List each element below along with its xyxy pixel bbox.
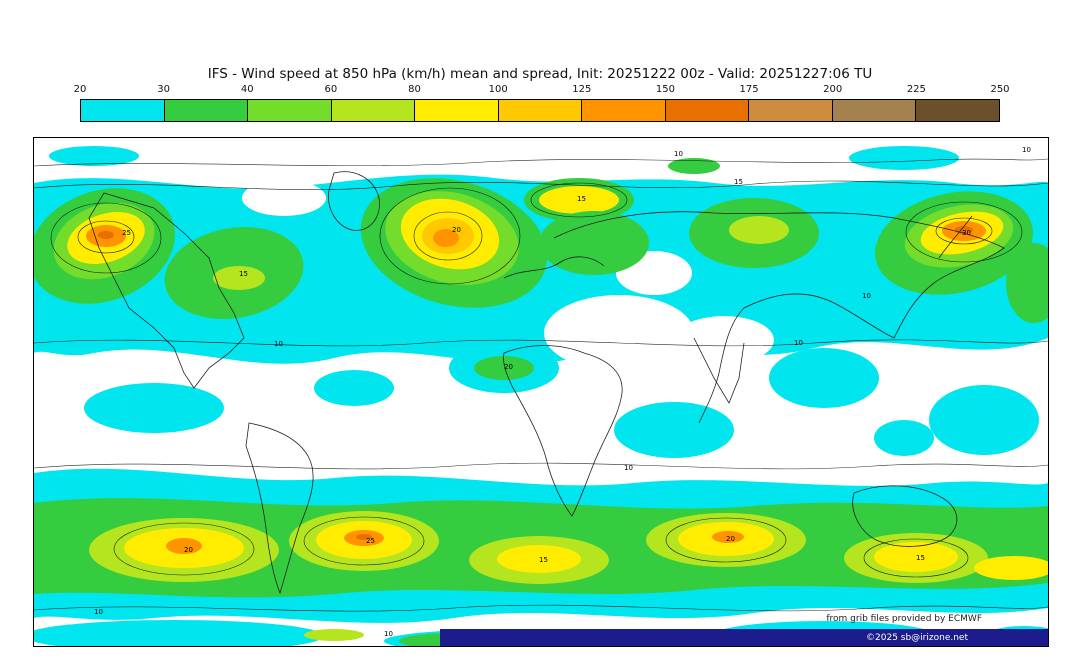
colorbar-tick-label: 100 <box>488 84 508 95</box>
contour-label: 10 <box>862 292 871 300</box>
contour-label: 20 <box>504 363 513 371</box>
contour-label: 10 <box>624 464 633 472</box>
wind-field-layer <box>34 146 1048 646</box>
colorbar-segment <box>665 100 750 121</box>
world-map-frame: 10 10 25 30 20 15 10 15 20 25 20 15 10 15 10 10 20 10 15 10… <box>33 137 1049 647</box>
copyright-text: ©2025 sb@irizone.net <box>866 632 968 643</box>
colorbar-tick-label: 175 <box>739 84 759 95</box>
contour-label: 20 <box>452 226 461 234</box>
isotach-layer <box>34 158 1048 612</box>
colorbar-tick-label: 200 <box>823 84 843 95</box>
colorbar-tick-label: 125 <box>572 84 592 95</box>
contour-label: 10 <box>1022 146 1031 154</box>
colorbar-segment <box>582 100 666 121</box>
colorbar-ticks: 20 30 40 60 80 100 125 150 175 200 225 250 <box>74 84 1010 96</box>
colorbar-tick-label: 225 <box>906 84 926 95</box>
data-source-credit: from grib files provided by ECMWF <box>826 614 982 624</box>
contour-label: 15 <box>577 195 586 203</box>
contour-label: 10 <box>674 150 683 158</box>
world-map-svg: 10 10 25 30 20 15 10 15 20 25 20 15 10 15 10 10 20 10 15 10 <box>34 146 1048 646</box>
colorbar-tick-label: 80 <box>408 84 421 95</box>
contour-label: 10 <box>384 630 393 638</box>
contour-label: 20 <box>184 546 193 554</box>
contour-label: 10 <box>794 339 803 347</box>
colorbar-segment <box>916 100 1000 121</box>
contour-label: 15 <box>916 554 925 562</box>
colorbar-segments <box>80 99 1000 122</box>
contour-label: 15 <box>239 270 248 278</box>
contour-label: 25 <box>366 537 375 545</box>
colorbar-tick-label: 30 <box>157 84 170 95</box>
colorbar-tick-label: 40 <box>240 84 254 95</box>
contour-label: 30 <box>962 229 971 237</box>
copyright-bar: ©2025 sb@irizone.net <box>440 629 1048 646</box>
contour-labels-layer: 10 10 25 30 20 15 10 15 20 25 20 15 10 15 10 10 20 10 15 10 <box>94 146 1031 638</box>
colorbar-segment <box>498 100 583 121</box>
colorbar-segment <box>832 100 917 121</box>
colorbar-tick-label: 60 <box>324 84 338 95</box>
contour-label: 10 <box>94 608 103 616</box>
contour-label: 25 <box>122 229 131 237</box>
colorbar-tick-label: 250 <box>990 84 1010 95</box>
contour-label: 15 <box>734 178 743 186</box>
colorbar-segment <box>749 100 833 121</box>
contour-label: 15 <box>539 556 548 564</box>
colorbar-segment <box>81 100 165 121</box>
coastlines-layer <box>88 171 1005 595</box>
colorbar-segment <box>248 100 332 121</box>
colorbar-segment <box>331 100 416 121</box>
page-title: IFS - Wind speed at 850 hPa (km/h) mean … <box>207 66 873 82</box>
contour-label: 20 <box>726 535 735 543</box>
colorbar-segment <box>415 100 499 121</box>
colorbar-tick-label: 20 <box>73 84 87 95</box>
colorbar-tick-label: 150 <box>655 84 675 95</box>
contour-label: 10 <box>274 340 283 348</box>
colorbar-segment <box>164 100 249 121</box>
